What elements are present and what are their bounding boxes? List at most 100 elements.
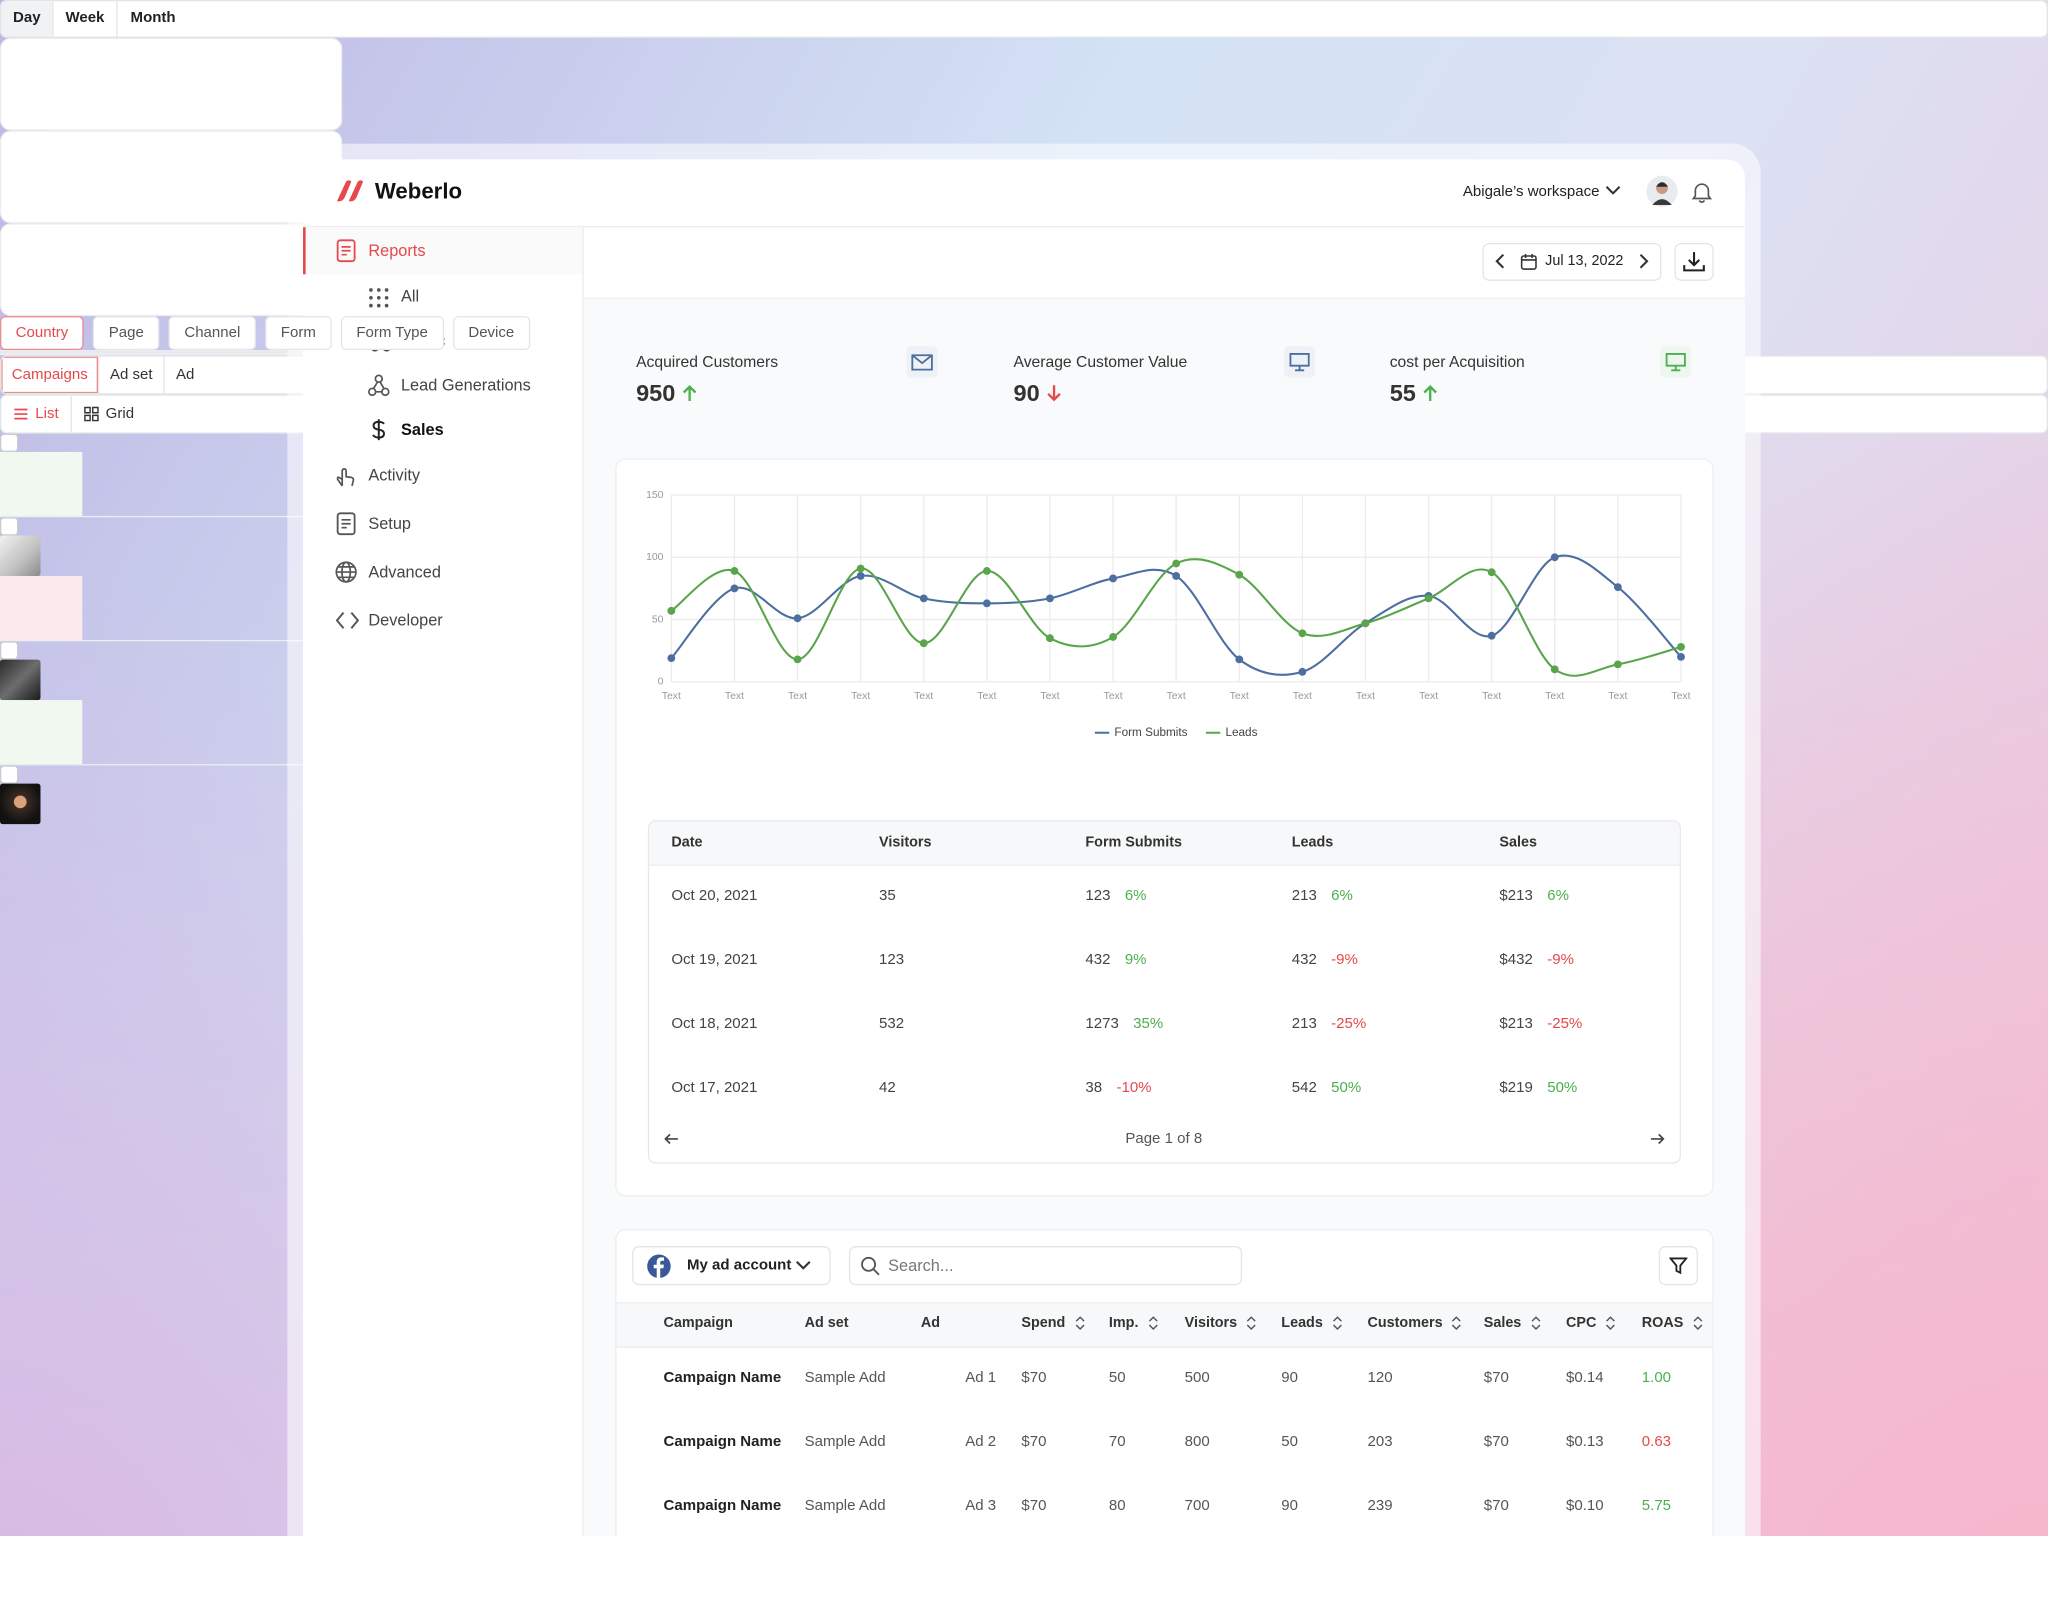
data-point bbox=[919, 639, 928, 648]
sidebar-item[interactable]: Developer bbox=[368, 611, 443, 630]
breakdown-tab[interactable]: Device bbox=[452, 316, 530, 351]
level-button[interactable]: Campaigns bbox=[1, 357, 98, 394]
breakdown-tab[interactable]: Country bbox=[0, 316, 84, 351]
sort-icon[interactable] bbox=[1451, 1315, 1461, 1331]
ads-cell: $70 bbox=[1021, 1498, 1047, 1514]
level-button[interactable]: Ad set bbox=[98, 356, 163, 394]
monitor bbox=[1665, 353, 1686, 372]
checkbox[interactable] bbox=[0, 433, 19, 452]
sort-icon[interactable] bbox=[1531, 1315, 1541, 1331]
data-point bbox=[730, 584, 739, 593]
checkbox[interactable] bbox=[0, 641, 19, 660]
data-point bbox=[1172, 572, 1181, 580]
activity-icon bbox=[336, 468, 355, 487]
legend-label: Form Submits bbox=[1114, 726, 1187, 739]
sidebar-subitem[interactable]: Sales bbox=[400, 420, 444, 439]
roas-cell-bg bbox=[0, 700, 83, 765]
active-item-bar bbox=[303, 227, 306, 275]
bell-icon[interactable] bbox=[1691, 180, 1713, 204]
checkbox[interactable] bbox=[0, 765, 19, 784]
sidebar-item[interactable]: Activity bbox=[368, 466, 421, 485]
roas-cell-bg bbox=[0, 451, 83, 516]
metric-cell: 542 50% bbox=[1292, 1078, 1362, 1099]
period-button[interactable]: Week bbox=[52, 1, 116, 37]
roas-cell-bg bbox=[0, 575, 83, 640]
sort-icon[interactable] bbox=[1075, 1315, 1085, 1331]
ads-cell: 700 bbox=[1184, 1498, 1210, 1514]
metric-value: 432 bbox=[1291, 952, 1317, 968]
bottom-fade bbox=[0, 1535, 2048, 1605]
sort-arrows bbox=[1693, 1316, 1703, 1330]
breakdown-tab[interactable]: Page bbox=[93, 316, 160, 351]
x-tick-label: Text bbox=[977, 691, 996, 702]
data-point bbox=[1109, 633, 1117, 641]
ads-column-header: Campaign bbox=[663, 1315, 733, 1331]
next-page[interactable] bbox=[1650, 1132, 1666, 1145]
ads-cell: 800 bbox=[1184, 1434, 1210, 1450]
ads-cell: Sample Add bbox=[804, 1370, 886, 1386]
sidebar-item[interactable]: Setup bbox=[368, 514, 411, 533]
data-point bbox=[982, 567, 991, 575]
ads-column-header: CPC bbox=[1566, 1315, 1597, 1331]
breakdown-tab[interactable]: Channel bbox=[168, 316, 256, 351]
checkbox[interactable] bbox=[0, 517, 19, 536]
search-icon bbox=[861, 1256, 880, 1276]
search-box[interactable] bbox=[848, 1246, 1243, 1286]
workspace-selector[interactable]: Abigale’s workspace bbox=[1462, 184, 1600, 200]
metric-change: 9% bbox=[1124, 952, 1147, 968]
sidebar-item[interactable]: Advanced bbox=[368, 562, 441, 582]
filter-button[interactable] bbox=[1658, 1246, 1698, 1286]
data-point bbox=[793, 614, 802, 623]
metric-change: 6% bbox=[1124, 888, 1147, 904]
avatar[interactable] bbox=[1646, 175, 1679, 208]
sort-icon[interactable] bbox=[1246, 1315, 1256, 1331]
view-button[interactable]: List bbox=[1, 396, 70, 433]
sidebar-subitem[interactable]: Lead Generations bbox=[400, 376, 531, 395]
sort-icon[interactable] bbox=[1332, 1315, 1342, 1331]
x-tick-label: Text bbox=[1356, 691, 1375, 702]
ads-cell: 5.75 bbox=[1641, 1498, 1672, 1514]
prev-page[interactable] bbox=[664, 1132, 680, 1145]
sales-icon bbox=[372, 419, 385, 441]
ads-column-header: Visitors bbox=[1184, 1315, 1238, 1331]
ads-cell: 203 bbox=[1367, 1434, 1393, 1450]
sort-arrows bbox=[1075, 1316, 1085, 1330]
prev-date[interactable] bbox=[1494, 253, 1507, 269]
sidebar-subitem[interactable]: All bbox=[400, 287, 420, 306]
level-button[interactable]: Ad bbox=[162, 356, 206, 394]
metric-value: 213 bbox=[1291, 1016, 1317, 1032]
ads-cell: $70 bbox=[1483, 1498, 1509, 1514]
globe-icon bbox=[335, 561, 357, 583]
ads-cell: 120 bbox=[1367, 1370, 1393, 1386]
metric-value: 1273 bbox=[1085, 1016, 1119, 1032]
account-chevron bbox=[795, 1260, 811, 1270]
kpi-icon bbox=[1660, 346, 1692, 378]
x-tick-label: Text bbox=[1230, 691, 1249, 702]
sort-icon[interactable] bbox=[1693, 1315, 1703, 1331]
metric-change: -25% bbox=[1331, 1016, 1367, 1032]
ads-cell: 50 bbox=[1281, 1434, 1299, 1450]
x-tick-label: Text bbox=[1293, 691, 1312, 702]
breakdown-tab[interactable]: Form bbox=[265, 316, 332, 351]
sort-icon[interactable] bbox=[1148, 1315, 1158, 1331]
metric-cell: $432 -9% bbox=[1499, 950, 1574, 971]
sort-icon[interactable] bbox=[1605, 1315, 1615, 1331]
grid-squares bbox=[84, 406, 99, 422]
metric-cell: 213 6% bbox=[1292, 886, 1353, 907]
data-point bbox=[730, 567, 739, 575]
ads-column-header: Sales bbox=[1483, 1315, 1522, 1331]
kpi-icon bbox=[906, 346, 938, 378]
series-line bbox=[670, 558, 1682, 677]
x-tick-label: Text bbox=[662, 691, 681, 702]
breakdown-tab[interactable]: Form Type bbox=[340, 316, 444, 351]
next-date[interactable] bbox=[1637, 253, 1650, 269]
period-button[interactable]: Day bbox=[1, 1, 53, 37]
view-button[interactable]: Grid bbox=[70, 395, 145, 433]
period-button[interactable]: Month bbox=[116, 1, 188, 37]
cell: 42 bbox=[879, 1080, 896, 1096]
sidebar-item[interactable]: Reports bbox=[368, 241, 426, 260]
x-tick-label: Text bbox=[1671, 691, 1690, 702]
ads-cell: $70 bbox=[1483, 1370, 1509, 1386]
kpi-value: 950 bbox=[636, 380, 676, 407]
